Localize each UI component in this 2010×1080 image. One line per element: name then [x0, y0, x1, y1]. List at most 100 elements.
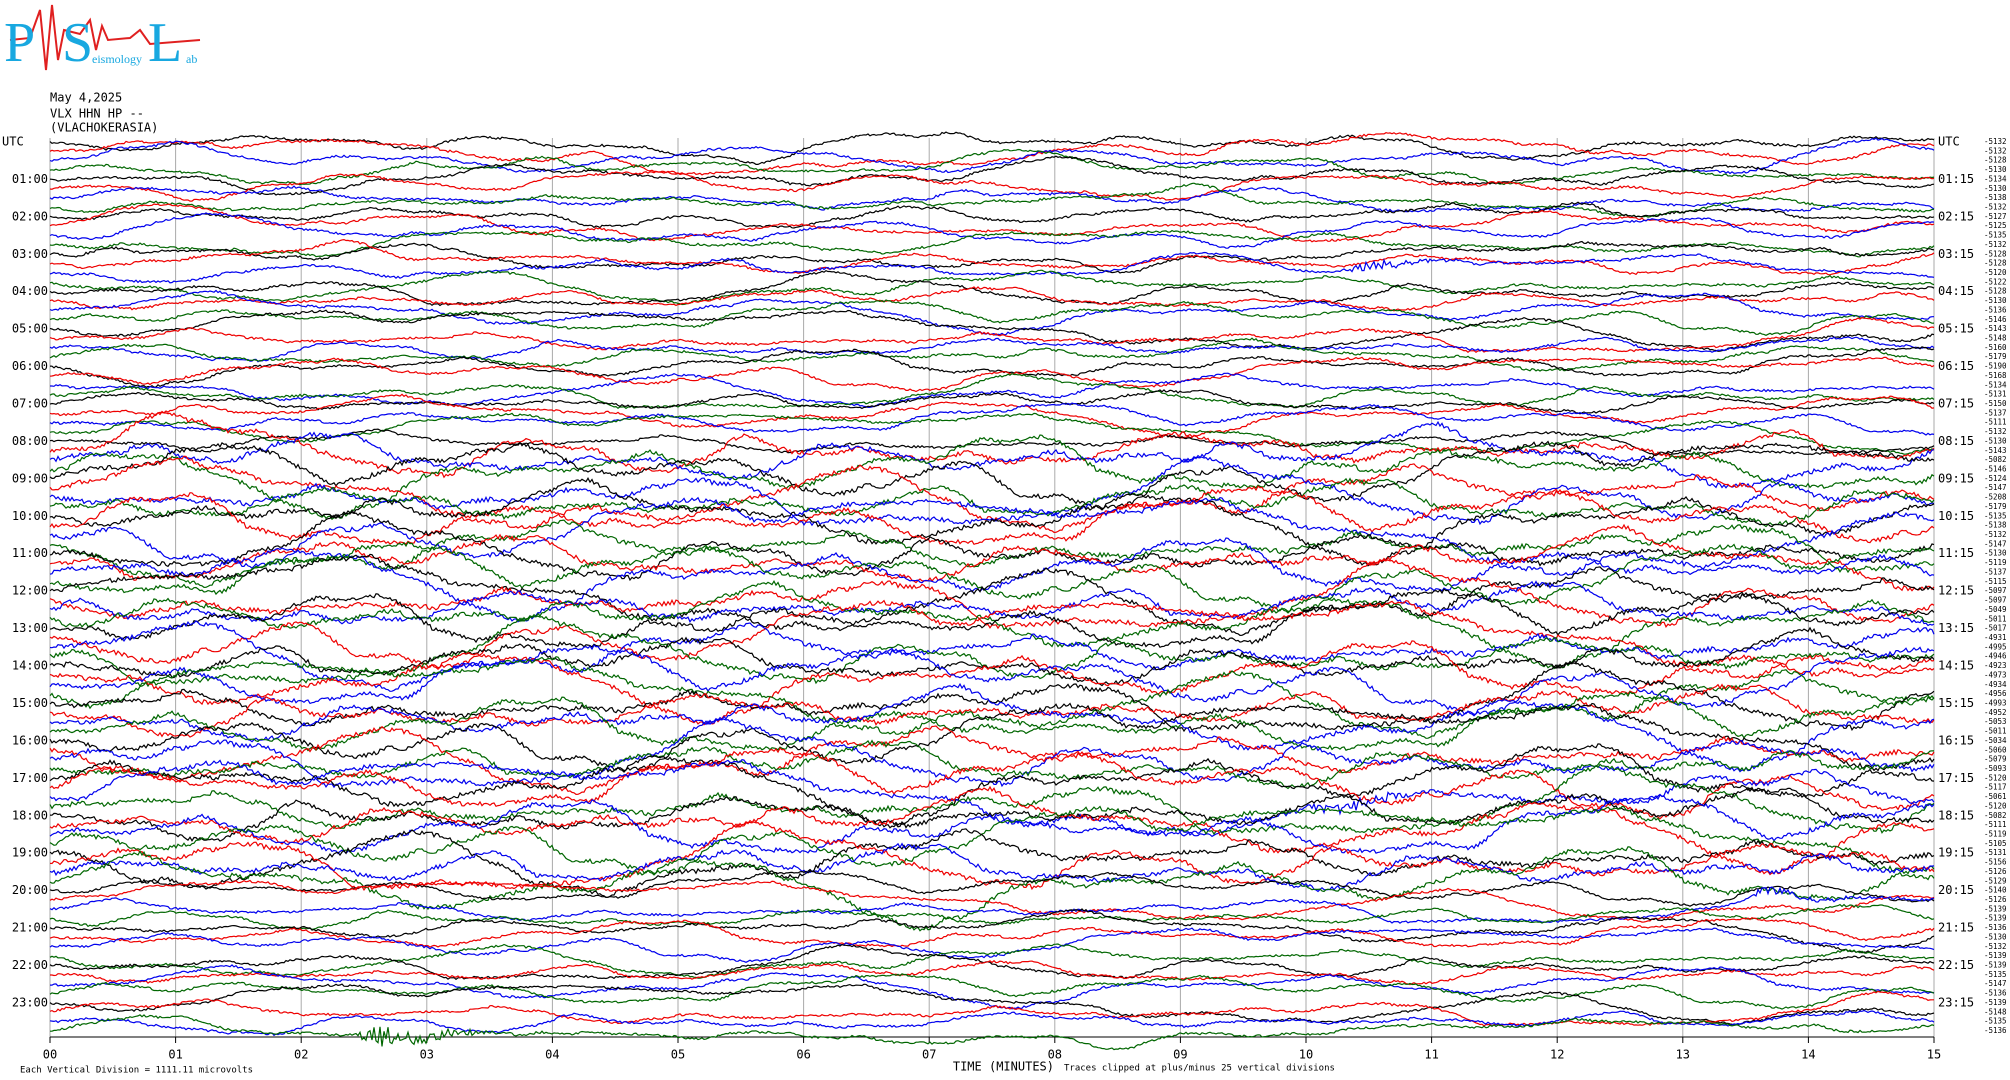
trace-offset: -5115	[1984, 577, 2007, 586]
trace	[49, 212, 1935, 249]
axis-title: TIME (MINUTES)	[953, 1060, 1054, 1074]
trace-offset: -5168	[1984, 371, 2007, 380]
right-label: 04:15	[1938, 284, 1974, 298]
trace-offset: -4993	[1984, 698, 2007, 707]
trace-offset: -5136	[1984, 305, 2007, 314]
right-label: 22:15	[1938, 958, 1974, 972]
x-tick-label: 15	[1927, 1048, 1941, 1062]
left-label: 22:00	[12, 958, 48, 972]
trace-offset: -5179	[1984, 502, 2007, 511]
trace	[49, 683, 1935, 738]
trace-offset: -5136	[1984, 989, 2007, 998]
trace	[49, 620, 1935, 692]
trace-offset: -5126	[1984, 867, 2007, 876]
trace	[49, 763, 1935, 836]
trace-offset: -5135	[1984, 970, 2007, 979]
trace-offset: -5061	[1984, 792, 2007, 801]
trace	[49, 240, 1935, 274]
trace-offset: -5120	[1984, 268, 2007, 277]
trace	[49, 420, 1935, 489]
trace	[49, 927, 1935, 963]
trace-offset: -5132	[1984, 240, 2007, 249]
trace-offset: -5146	[1984, 315, 2007, 324]
trace-offset: -5011	[1984, 727, 2007, 736]
trace	[49, 805, 1935, 876]
right-label: 14:15	[1938, 659, 1974, 673]
left-label: 18:00	[12, 808, 48, 822]
trace-offset: -5124	[1984, 474, 2007, 483]
trace-offset: -5208	[1984, 493, 2007, 502]
trace	[49, 286, 1935, 312]
trace-offset: -4973	[1984, 670, 2007, 679]
trace	[49, 943, 1935, 979]
trace-offset: -5120	[1984, 773, 2007, 782]
right-label: 08:15	[1938, 434, 1974, 448]
trace	[49, 541, 1935, 614]
trace	[49, 477, 1935, 528]
right-label: UTC	[1938, 135, 1960, 149]
trace-offset: -5130	[1984, 184, 2007, 193]
trace-offset: -5132	[1984, 203, 2007, 212]
trace-offset: -5093	[1984, 764, 2007, 773]
trace	[49, 990, 1934, 1027]
trace-offset: -5139	[1984, 914, 2007, 923]
x-tick-label: 07	[922, 1048, 936, 1062]
trace-offset: -5128	[1984, 259, 2007, 268]
trace	[49, 148, 1935, 186]
x-tick-label: 06	[796, 1048, 810, 1062]
trace-offset: -5128	[1984, 249, 2007, 258]
trace	[49, 588, 1935, 649]
trace	[49, 983, 1935, 1026]
trace	[49, 434, 1935, 521]
trace-offset: -5147	[1984, 483, 2007, 492]
logo-letter: L	[148, 12, 182, 74]
trace	[49, 553, 1935, 637]
trace-offset: -5136	[1984, 1026, 2007, 1035]
trace-offset: -5111	[1984, 820, 2007, 829]
left-label: 11:00	[12, 546, 48, 560]
trace-offset: -4923	[1984, 661, 2007, 670]
trace	[49, 1009, 1935, 1037]
logo-caption: eismology	[92, 52, 142, 66]
trace-offset: -5129	[1984, 876, 2007, 885]
trace-offset: -5148	[1984, 1007, 2007, 1016]
trace	[49, 943, 1935, 981]
trace	[49, 656, 1935, 739]
trace	[49, 716, 1935, 789]
trace	[49, 743, 1935, 829]
trace	[49, 682, 1935, 773]
right-label: 16:15	[1938, 733, 1974, 747]
date: May 4,2025	[50, 91, 122, 105]
trace-offset: -5135	[1984, 231, 2007, 240]
trace-offset: -5139	[1984, 904, 2007, 913]
trace-offset: -5132	[1984, 427, 2007, 436]
trace-offset: -5082	[1984, 811, 2007, 820]
right-label: 05:15	[1938, 322, 1974, 336]
trace	[49, 299, 1935, 336]
trace	[49, 846, 1935, 932]
x-tick-label: 12	[1550, 1048, 1564, 1062]
trace	[49, 557, 1935, 630]
trace	[49, 182, 1935, 218]
x-tick-label: 09	[1173, 1048, 1187, 1062]
trace	[49, 170, 1935, 202]
trace	[49, 337, 1935, 372]
trace-offset: -5060	[1984, 745, 2007, 754]
trace	[49, 510, 1935, 582]
logo-caption: ab	[186, 52, 197, 66]
site: (VLACHOKERASIA)	[50, 121, 158, 135]
trace-offset: -5139	[1984, 998, 2007, 1007]
trace-offset: -5097	[1984, 596, 2007, 605]
trace-offset: -5134	[1984, 174, 2007, 183]
trace	[50, 964, 1935, 1010]
trace-offset: -5150	[1984, 399, 2007, 408]
trace	[49, 870, 1935, 907]
trace	[49, 440, 1935, 511]
trace-offset: -5017	[1984, 624, 2007, 633]
trace	[49, 428, 1935, 456]
trace	[49, 973, 1935, 1010]
trace	[49, 747, 1935, 820]
trace-offset: -5120	[1984, 801, 2007, 810]
trace-offset: -5128	[1984, 287, 2007, 296]
